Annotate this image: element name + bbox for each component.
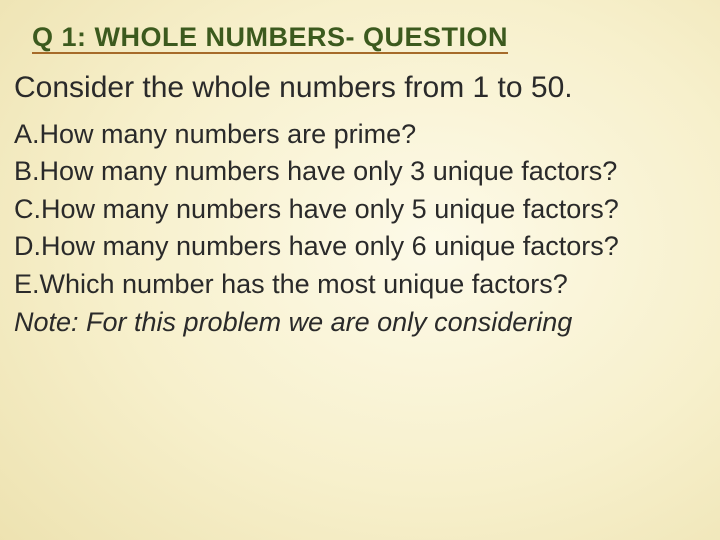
slide-heading: Q 1: WHOLE NUMBERS- QUESTION bbox=[32, 22, 697, 53]
item-text: Which number has the most unique factors… bbox=[40, 269, 568, 299]
item-label: D. bbox=[14, 231, 41, 261]
slide-container: Q 1: WHOLE NUMBERS- QUESTION Consider th… bbox=[0, 0, 720, 340]
item-label: B. bbox=[14, 156, 40, 186]
list-item: B.How many numbers have only 3 unique fa… bbox=[14, 154, 712, 190]
note-text: Note: For this problem we are only consi… bbox=[14, 305, 712, 341]
list-item: C.How many numbers have only 5 unique fa… bbox=[14, 192, 712, 228]
list-item: A.How many numbers are prime? bbox=[14, 117, 712, 153]
item-label: E. bbox=[14, 269, 40, 299]
list-item: E.Which number has the most unique facto… bbox=[14, 267, 712, 303]
item-label: A. bbox=[14, 119, 40, 149]
item-text: How many numbers have only 3 unique fact… bbox=[40, 156, 618, 186]
list-item: D.How many numbers have only 6 unique fa… bbox=[14, 229, 712, 265]
item-label: C. bbox=[14, 194, 41, 224]
item-text: How many numbers are prime? bbox=[40, 119, 417, 149]
item-text: How many numbers have only 5 unique fact… bbox=[41, 194, 619, 224]
item-text: How many numbers have only 6 unique fact… bbox=[41, 231, 619, 261]
intro-text: Consider the whole numbers from 1 to 50. bbox=[14, 69, 712, 107]
heading-wrap: Q 1: WHOLE NUMBERS- QUESTION bbox=[14, 22, 712, 53]
